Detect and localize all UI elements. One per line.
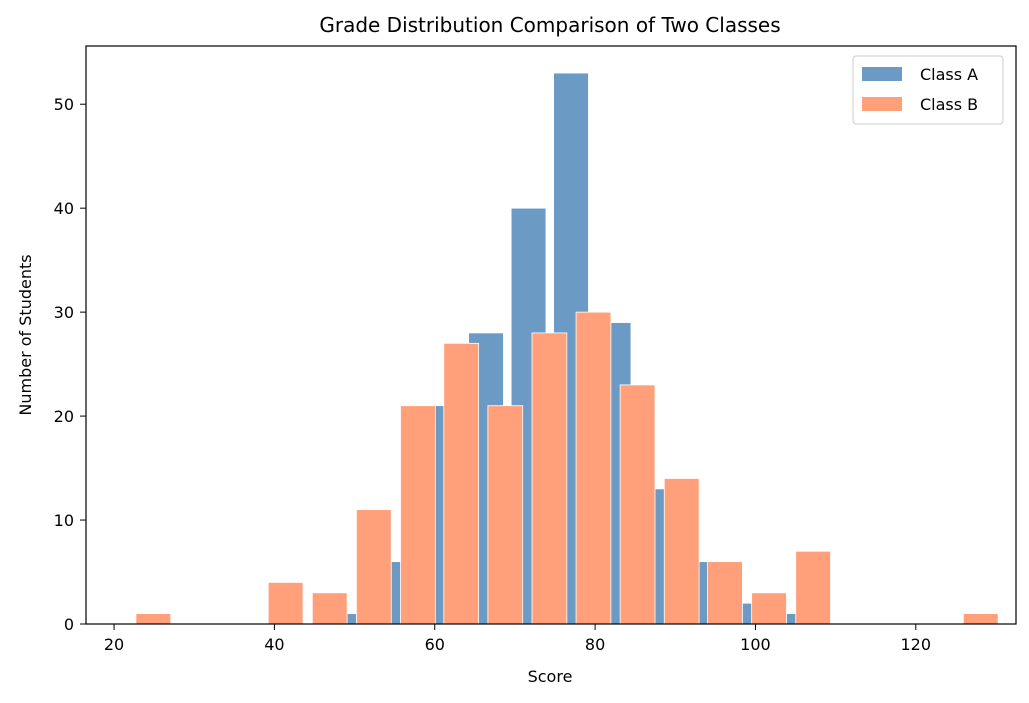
y-axis-ticks: 0 10 20 30 40 50 (54, 95, 86, 634)
y-tick-label: 40 (54, 199, 74, 218)
y-tick-label: 30 (54, 303, 74, 322)
bar-class-b-6 (487, 405, 524, 625)
bar-class-b-13 (795, 550, 831, 625)
legend-swatch-class-b (862, 97, 902, 111)
legend-label-class-b: Class B (920, 95, 978, 114)
bar-class-b-3 (355, 509, 392, 625)
bar-class-b-8 (575, 311, 612, 625)
y-tick-label: 0 (64, 615, 74, 634)
bar-class-b-12 (751, 592, 787, 625)
legend-label-class-a: Class A (920, 65, 978, 84)
bar-class-b-1 (267, 582, 304, 625)
y-axis-label: Number of Students (16, 254, 35, 415)
legend: Class A Class B (852, 55, 1004, 125)
bar-class-b-2 (311, 592, 348, 625)
x-axis-label: Score (528, 667, 573, 686)
bar-class-b-7 (531, 332, 568, 625)
bar-class-b-10 (663, 478, 700, 625)
x-tick-label: 80 (585, 635, 605, 654)
x-tick-label: 20 (104, 635, 124, 654)
y-tick-label: 50 (54, 95, 74, 114)
bar-class-b-11 (707, 561, 743, 625)
chart-title: Grade Distribution Comparison of Two Cla… (319, 13, 780, 37)
y-tick-label: 20 (54, 407, 74, 426)
x-axis-ticks: 20 40 60 80 100 120 (104, 624, 931, 654)
bar-class-b-9 (619, 384, 656, 625)
y-tick-label: 10 (54, 511, 74, 530)
x-tick-label: 100 (740, 635, 771, 654)
bar-class-b-0 (135, 613, 172, 625)
plot-frame (85, 45, 1017, 625)
bar-class-b-4 (400, 405, 436, 625)
plot-area (135, 72, 999, 625)
x-tick-label: 40 (264, 635, 284, 654)
x-tick-label: 120 (901, 635, 932, 654)
bar-class-b-14 (962, 613, 999, 625)
bar-class-b-5 (443, 342, 480, 625)
legend-swatch-class-a (862, 67, 902, 81)
x-tick-label: 60 (425, 635, 445, 654)
